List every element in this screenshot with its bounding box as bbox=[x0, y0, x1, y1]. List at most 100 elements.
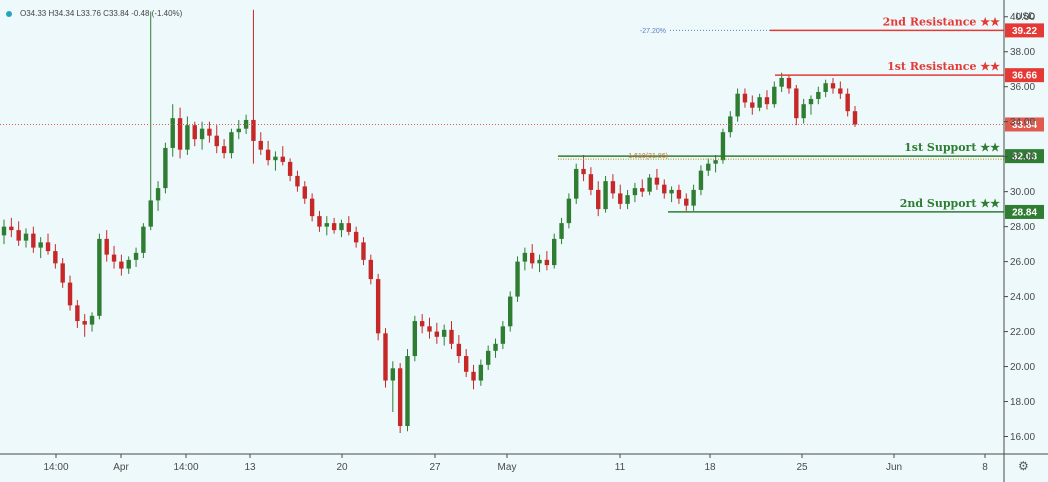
candle bbox=[295, 170, 300, 192]
candle bbox=[434, 322, 440, 344]
candle bbox=[133, 247, 139, 267]
candle bbox=[522, 247, 528, 271]
ohlc-readout: O34.33 H34.34 L33.76 C33.84 -0.48 (-1.40… bbox=[20, 9, 183, 18]
candle bbox=[507, 291, 513, 332]
candle bbox=[185, 116, 190, 155]
candle bbox=[9, 217, 14, 238]
y-tick-label: 30.00 bbox=[1010, 187, 1035, 198]
candle bbox=[199, 121, 205, 150]
status-dot-icon bbox=[6, 10, 12, 17]
candle bbox=[302, 181, 307, 204]
y-tick-label: 20.00 bbox=[1010, 362, 1035, 373]
candle bbox=[596, 181, 601, 217]
candle bbox=[794, 84, 799, 126]
y-tick-label: 16.00 bbox=[1010, 432, 1035, 443]
candle bbox=[324, 216, 329, 236]
candle bbox=[698, 165, 704, 196]
x-tick-label: 14:00 bbox=[43, 462, 68, 473]
candle bbox=[339, 219, 344, 238]
candle bbox=[838, 81, 843, 99]
candle bbox=[618, 184, 623, 210]
candle bbox=[610, 174, 616, 199]
y-tick-label: 36.00 bbox=[1010, 82, 1035, 93]
level-label: 1st Resistance ★★ bbox=[887, 60, 1000, 73]
candle bbox=[75, 300, 80, 329]
candle bbox=[640, 179, 645, 197]
levels-layer: 33.84 2nd Resistance ★★ 39.22 1st Resistanc… bbox=[0, 15, 1044, 219]
candle bbox=[801, 98, 806, 124]
candle bbox=[684, 193, 689, 211]
candle bbox=[258, 132, 263, 155]
fib-label: 1.618(31.86) bbox=[628, 153, 668, 160]
resistance-level: 1st Resistance ★★ 36.66 bbox=[775, 60, 1044, 83]
candles-layer bbox=[1, 9, 858, 434]
candle bbox=[361, 237, 366, 266]
candle bbox=[419, 314, 425, 334]
candle bbox=[353, 226, 359, 248]
candle bbox=[141, 223, 146, 259]
candle bbox=[764, 90, 770, 110]
candle bbox=[485, 345, 491, 371]
y-tick-label: 34.00 bbox=[1010, 117, 1035, 128]
candle bbox=[691, 184, 696, 211]
candle bbox=[786, 74, 792, 94]
candle bbox=[706, 158, 711, 176]
candle bbox=[346, 216, 352, 236]
candle bbox=[170, 104, 175, 157]
candle bbox=[163, 142, 168, 194]
candle bbox=[126, 256, 131, 274]
candle bbox=[280, 146, 285, 166]
candle bbox=[852, 105, 858, 127]
candle bbox=[530, 244, 535, 269]
candle bbox=[427, 317, 432, 339]
candle bbox=[816, 86, 821, 105]
candle bbox=[588, 167, 594, 196]
candle bbox=[830, 77, 836, 94]
ohlc-header: O34.33 H34.34 L33.76 C33.84 -0.48 (-1.40… bbox=[6, 9, 182, 18]
candle bbox=[104, 230, 109, 262]
level-price-badge bbox=[1005, 23, 1044, 38]
candle bbox=[676, 184, 682, 204]
level-price-badge bbox=[1005, 68, 1044, 83]
candle bbox=[331, 217, 337, 234]
candle bbox=[463, 349, 469, 378]
settings-gear-icon[interactable]: ⚙ bbox=[1018, 459, 1029, 473]
currency-label: USD bbox=[1016, 11, 1036, 21]
candle bbox=[823, 79, 828, 98]
x-tick-label: 14:00 bbox=[173, 462, 198, 473]
x-tick-label: 20 bbox=[336, 462, 348, 473]
candle bbox=[309, 193, 315, 222]
candle bbox=[493, 338, 498, 358]
candle bbox=[229, 128, 234, 159]
candle bbox=[478, 359, 484, 386]
candle bbox=[287, 158, 293, 182]
level-price-value: 39.22 bbox=[1012, 26, 1037, 37]
candle bbox=[449, 321, 454, 350]
candle bbox=[566, 193, 572, 229]
candle bbox=[779, 72, 784, 92]
candle bbox=[728, 111, 733, 138]
x-tick-label: 27 bbox=[429, 462, 441, 473]
x-tick-label: Jun bbox=[886, 462, 902, 473]
fib-label: -27.20% bbox=[640, 28, 666, 35]
candle bbox=[273, 151, 278, 171]
candle bbox=[405, 349, 410, 432]
level-label: 1st Support ★★ bbox=[904, 141, 1000, 154]
candle bbox=[214, 125, 219, 154]
candle bbox=[1, 219, 7, 245]
candle bbox=[67, 275, 73, 311]
candle bbox=[368, 254, 374, 285]
candle bbox=[574, 163, 579, 204]
candle bbox=[603, 175, 608, 213]
candle bbox=[317, 210, 322, 232]
candle bbox=[375, 273, 381, 341]
candle bbox=[97, 233, 102, 320]
candle bbox=[45, 233, 51, 255]
level-price-badge bbox=[1005, 149, 1044, 164]
candle bbox=[742, 88, 748, 108]
candle bbox=[251, 9, 256, 164]
candle bbox=[647, 174, 652, 196]
